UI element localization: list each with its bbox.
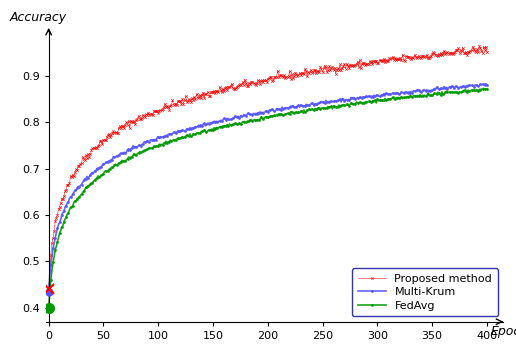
Proposed method bbox=[285, 74, 292, 78]
Multi-Krum bbox=[484, 83, 490, 87]
Proposed method bbox=[476, 44, 482, 49]
Proposed method bbox=[103, 138, 109, 142]
FedAvg bbox=[480, 86, 487, 90]
X-axis label: Epochs: Epochs bbox=[490, 325, 516, 338]
Proposed method bbox=[484, 50, 490, 54]
Proposed method bbox=[45, 287, 52, 291]
FedAvg bbox=[45, 306, 52, 310]
FedAvg bbox=[484, 87, 490, 91]
FedAvg bbox=[103, 169, 109, 173]
Multi-Krum bbox=[366, 94, 373, 98]
Legend: Proposed method, Multi-Krum, FedAvg: Proposed method, Multi-Krum, FedAvg bbox=[352, 269, 498, 316]
Multi-Krum bbox=[266, 108, 272, 113]
Multi-Krum bbox=[482, 82, 489, 86]
FedAvg bbox=[266, 115, 272, 120]
Line: Multi-Krum: Multi-Krum bbox=[47, 82, 488, 293]
Multi-Krum bbox=[45, 289, 52, 294]
Line: Proposed method: Proposed method bbox=[47, 45, 488, 290]
FedAvg bbox=[366, 100, 373, 104]
Multi-Krum bbox=[103, 161, 109, 165]
Text: Accuracy: Accuracy bbox=[10, 11, 67, 24]
Multi-Krum bbox=[285, 106, 292, 111]
FedAvg bbox=[285, 112, 292, 116]
Proposed method bbox=[366, 59, 373, 63]
FedAvg bbox=[325, 105, 331, 109]
Multi-Krum bbox=[203, 122, 209, 127]
Proposed method bbox=[325, 68, 331, 72]
Multi-Krum bbox=[325, 100, 331, 104]
Proposed method bbox=[266, 76, 272, 81]
FedAvg bbox=[203, 130, 209, 134]
Proposed method bbox=[203, 92, 209, 96]
Line: FedAvg: FedAvg bbox=[47, 87, 488, 309]
